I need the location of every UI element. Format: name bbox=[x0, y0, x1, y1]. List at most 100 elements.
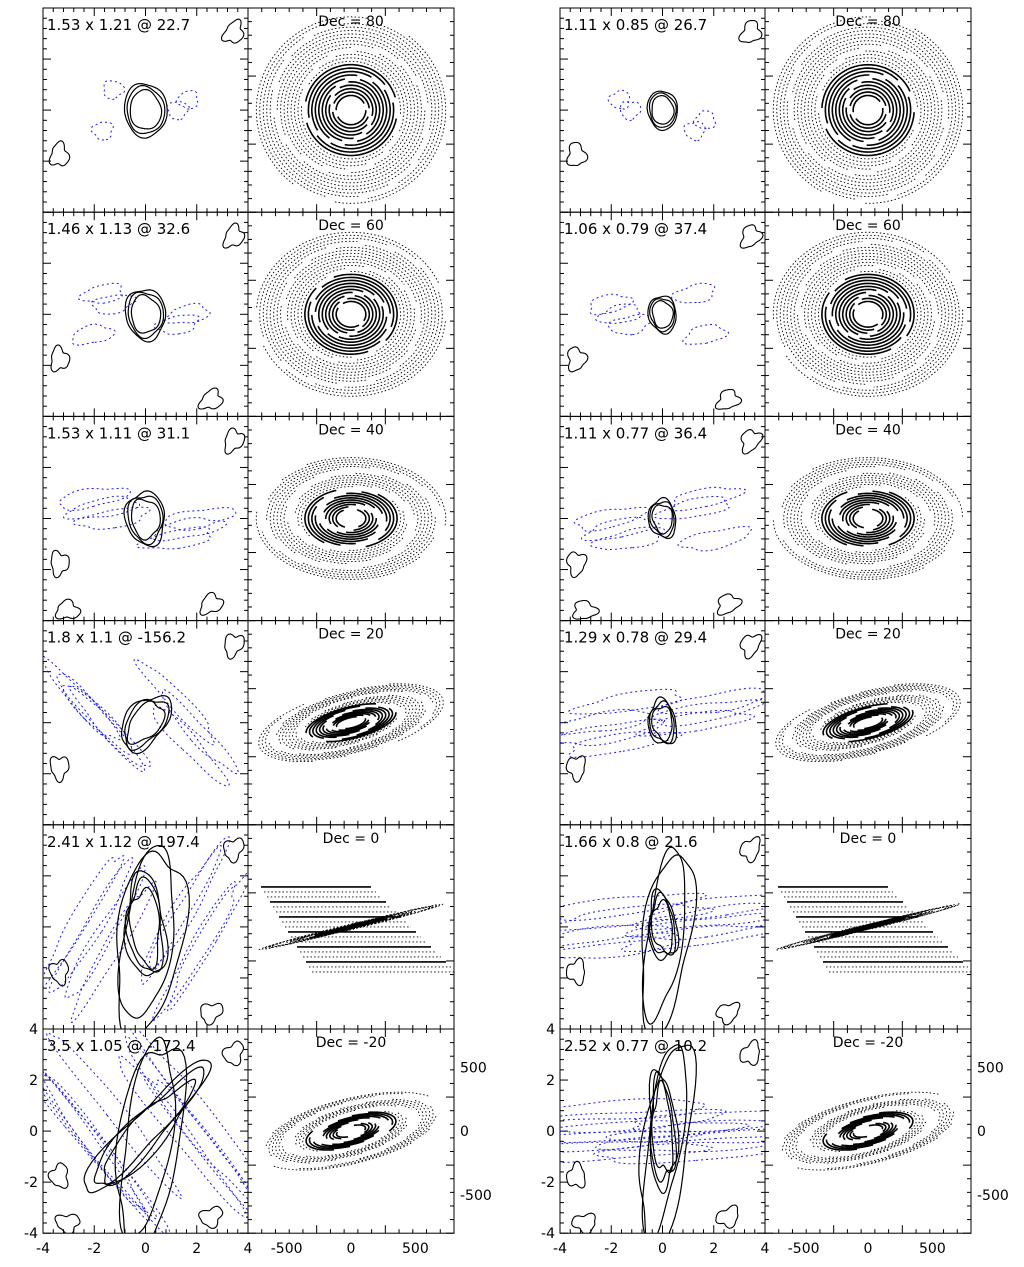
x-tick-label: -2 bbox=[87, 1241, 101, 1257]
uv-track bbox=[298, 1115, 337, 1150]
uv-track bbox=[336, 277, 408, 364]
uv-track bbox=[344, 81, 388, 147]
uv-track bbox=[811, 74, 891, 167]
uv-track bbox=[356, 684, 441, 729]
beam-contours bbox=[567, 224, 764, 410]
positive-contour bbox=[224, 427, 246, 455]
uv-track bbox=[336, 517, 378, 536]
uv-track bbox=[888, 905, 951, 920]
uv-track bbox=[779, 43, 888, 197]
negative-contour bbox=[605, 1119, 765, 1143]
uv-track bbox=[790, 459, 954, 498]
uv-track bbox=[334, 87, 374, 116]
uv-x-tick-label: -500 bbox=[788, 1241, 820, 1257]
uv-track bbox=[346, 1117, 407, 1153]
uv-track bbox=[792, 690, 913, 739]
uv-track bbox=[304, 287, 369, 356]
uv-track bbox=[870, 1114, 924, 1151]
positive-contour bbox=[738, 19, 763, 43]
uv-track bbox=[356, 509, 367, 528]
negative-contour bbox=[692, 110, 717, 130]
uv-track bbox=[339, 1101, 421, 1117]
beam-size-label: 2.52 x 0.77 @ 10.2 bbox=[564, 1037, 707, 1055]
negative-contour bbox=[70, 880, 157, 1024]
uv-track bbox=[837, 525, 896, 540]
uv-track bbox=[797, 312, 931, 376]
uv-track bbox=[888, 491, 915, 546]
uv-track bbox=[866, 510, 891, 534]
uv-track bbox=[844, 273, 915, 337]
uv-track bbox=[302, 1104, 397, 1129]
uv-panel: Dec = 0 bbox=[764, 824, 972, 1030]
uv-track bbox=[282, 696, 354, 750]
negative-contour bbox=[77, 282, 124, 304]
uv-track bbox=[798, 699, 862, 751]
uv-track bbox=[849, 711, 893, 722]
uv-track bbox=[328, 915, 393, 933]
negative-contour bbox=[560, 1108, 727, 1134]
uv-panel-frame bbox=[764, 211, 972, 417]
uv-panel: Dec = 80 bbox=[764, 7, 972, 213]
positive-contour bbox=[641, 846, 686, 1025]
uv-track bbox=[335, 94, 365, 111]
positive-contour bbox=[740, 429, 764, 455]
uv-track bbox=[772, 518, 924, 580]
positive-contour bbox=[651, 504, 673, 535]
y-tick-label: -4 bbox=[24, 1226, 38, 1242]
uv-track bbox=[322, 1117, 370, 1133]
positive-contour bbox=[566, 551, 588, 579]
beam-size-label: 1.8 x 1.1 @ -156.2 bbox=[47, 629, 186, 647]
y-tick-label: 4 bbox=[29, 1022, 38, 1038]
uv-panel-frame bbox=[247, 620, 455, 826]
positive-contour bbox=[93, 1066, 205, 1187]
uv-track bbox=[311, 249, 426, 348]
uv-track bbox=[312, 709, 346, 740]
uv-tracks bbox=[782, 1091, 954, 1171]
uv-panel-frame bbox=[764, 415, 972, 622]
uv-track bbox=[821, 477, 931, 512]
negative-contour bbox=[631, 1110, 765, 1133]
uv-track bbox=[849, 1114, 905, 1124]
uv-track bbox=[356, 706, 390, 736]
negative-contour bbox=[651, 699, 765, 727]
uv-track bbox=[853, 1127, 899, 1146]
uv-track bbox=[878, 705, 907, 735]
uv-track bbox=[335, 711, 377, 721]
uv-track bbox=[311, 700, 402, 720]
uv-track bbox=[335, 509, 346, 528]
positive-contour bbox=[224, 633, 245, 660]
uv-track bbox=[287, 258, 405, 321]
uv-track bbox=[361, 483, 429, 569]
uv-track bbox=[336, 246, 429, 368]
beam-panel-frame bbox=[559, 7, 766, 213]
negative-contour bbox=[175, 90, 199, 110]
declination-label: Dec = -20 bbox=[833, 1035, 904, 1051]
uv-tracks bbox=[258, 886, 454, 973]
uv-track bbox=[347, 297, 371, 328]
positive-contour bbox=[54, 1213, 81, 1234]
uv-track bbox=[871, 508, 884, 527]
positive-contour bbox=[50, 549, 70, 579]
y-tick-label: 2 bbox=[29, 1073, 38, 1089]
uv-track bbox=[358, 1106, 434, 1160]
uv-panel-frame bbox=[247, 415, 455, 622]
uv-track bbox=[302, 517, 436, 574]
uv-track bbox=[861, 297, 888, 326]
uv-x-tick-label: 500 bbox=[402, 1241, 429, 1257]
uv-track bbox=[855, 107, 884, 126]
uv-track bbox=[815, 1118, 847, 1152]
uv-track bbox=[834, 699, 924, 715]
uv-track bbox=[787, 729, 929, 758]
uv-track bbox=[788, 1117, 824, 1164]
uv-panel: Dec = -20 bbox=[764, 1028, 972, 1234]
uv-track bbox=[801, 255, 932, 308]
uv-track bbox=[864, 706, 911, 740]
uv-panel-frame bbox=[764, 7, 972, 213]
uv-track bbox=[897, 694, 934, 738]
uv-track bbox=[360, 1122, 370, 1134]
uv-track bbox=[811, 264, 875, 356]
uv-track bbox=[845, 503, 870, 527]
negative-contour bbox=[635, 709, 756, 737]
positive-contour bbox=[651, 299, 674, 329]
beam-panel: 1.46 x 1.13 @ 32.6 bbox=[42, 211, 249, 417]
